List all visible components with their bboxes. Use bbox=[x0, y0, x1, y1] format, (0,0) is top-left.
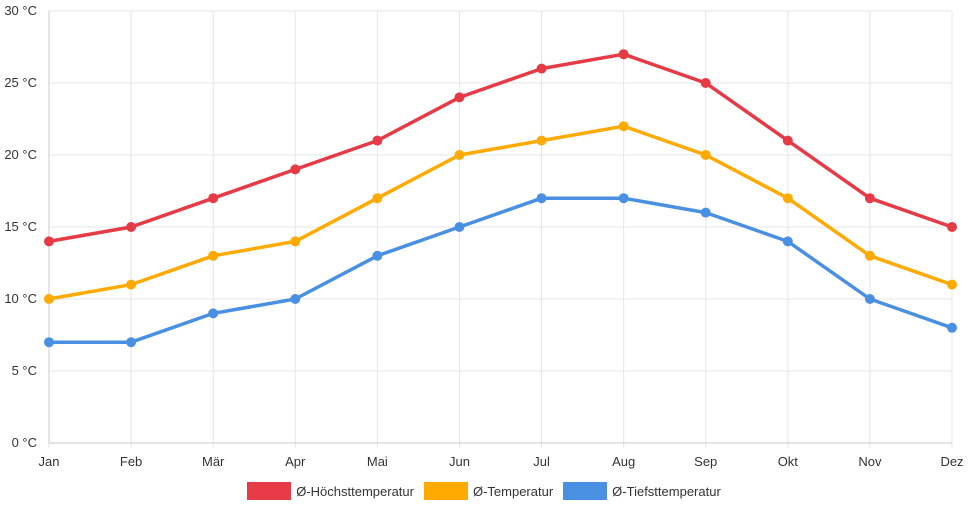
data-point bbox=[536, 63, 547, 74]
data-point bbox=[700, 78, 711, 88]
data-point bbox=[700, 207, 711, 218]
series-0 bbox=[44, 49, 957, 247]
legend-item[interactable]: Ø-Temperatur bbox=[423, 482, 554, 500]
x-tick-label: Aug bbox=[612, 454, 635, 469]
legend-item[interactable]: Ø-Tiefsttemperatur bbox=[563, 482, 721, 500]
data-point bbox=[126, 279, 137, 290]
data-point bbox=[372, 135, 383, 146]
legend-item[interactable]: Ø-Höchsttemperatur bbox=[247, 482, 414, 500]
data-point bbox=[618, 193, 629, 204]
legend: Ø-Höchsttemperatur Ø-Temperatur Ø-Tiefstte… bbox=[0, 480, 968, 502]
legend-label: Ø-Tiefsttemperatur bbox=[612, 483, 721, 499]
x-tick-label: Feb bbox=[120, 454, 142, 469]
y-tick-label: 20 °C bbox=[4, 147, 37, 162]
x-tick-label: Mai bbox=[367, 454, 388, 469]
x-tick-label: Jun bbox=[449, 454, 470, 469]
data-point bbox=[126, 222, 137, 232]
y-tick-label: 0 °C bbox=[12, 435, 37, 450]
data-point bbox=[947, 279, 957, 290]
data-point bbox=[947, 222, 957, 232]
series-1 bbox=[44, 121, 957, 304]
y-tick-label: 15 °C bbox=[4, 219, 37, 234]
data-point bbox=[44, 337, 54, 348]
x-tick-label: Jul bbox=[533, 454, 550, 469]
y-tick-label: 30 °C bbox=[4, 3, 37, 18]
legend-swatch bbox=[563, 482, 608, 500]
data-point bbox=[372, 193, 383, 204]
data-point bbox=[864, 250, 875, 261]
x-tick-label: Jan bbox=[39, 454, 60, 469]
y-tick-label: 10 °C bbox=[4, 291, 37, 306]
data-point bbox=[618, 49, 629, 60]
x-tick-label: Apr bbox=[285, 454, 306, 469]
data-point bbox=[454, 92, 465, 103]
y-tick-label: 25 °C bbox=[4, 75, 37, 90]
legend-swatch bbox=[247, 482, 292, 500]
x-tick-label: Dez bbox=[940, 454, 963, 469]
legend-label: Ø-Höchsttemperatur bbox=[296, 483, 414, 499]
data-point bbox=[372, 250, 383, 261]
legend-label: Ø-Temperatur bbox=[472, 483, 554, 499]
x-tick-label: Okt bbox=[778, 454, 799, 469]
series-line bbox=[47, 196, 954, 344]
data-point bbox=[864, 294, 875, 304]
legend-swatch bbox=[423, 482, 468, 500]
series-2 bbox=[44, 193, 957, 348]
data-point bbox=[782, 236, 793, 247]
data-point bbox=[454, 222, 465, 232]
axes: 0 °C 5 °C 10 °C 15 °C 20 °C 25 °C 30 °C Jan Feb M… bbox=[4, 3, 963, 469]
data-point bbox=[44, 236, 54, 247]
y-tick-label: 5 °C bbox=[12, 363, 37, 378]
x-tick-label: Sep bbox=[694, 454, 717, 469]
data-point bbox=[947, 322, 957, 333]
data-point bbox=[290, 236, 301, 247]
data-point bbox=[208, 250, 219, 261]
data-point bbox=[208, 193, 219, 204]
x-tick-label: Mär bbox=[202, 454, 225, 469]
data-point bbox=[700, 150, 711, 160]
data-point bbox=[536, 135, 547, 146]
grid bbox=[48, 10, 953, 448]
data-point bbox=[782, 135, 793, 146]
data-point bbox=[618, 121, 629, 132]
series bbox=[44, 49, 957, 348]
series-line bbox=[47, 52, 954, 244]
data-point bbox=[290, 164, 301, 175]
data-point bbox=[454, 150, 465, 160]
data-point bbox=[208, 308, 219, 319]
data-point bbox=[44, 294, 54, 304]
x-tick-label: Nov bbox=[858, 454, 882, 469]
data-point bbox=[782, 193, 793, 204]
series-line bbox=[47, 124, 954, 301]
data-point bbox=[864, 193, 875, 204]
data-point bbox=[536, 193, 547, 204]
data-point bbox=[126, 337, 137, 348]
data-point bbox=[290, 294, 301, 304]
